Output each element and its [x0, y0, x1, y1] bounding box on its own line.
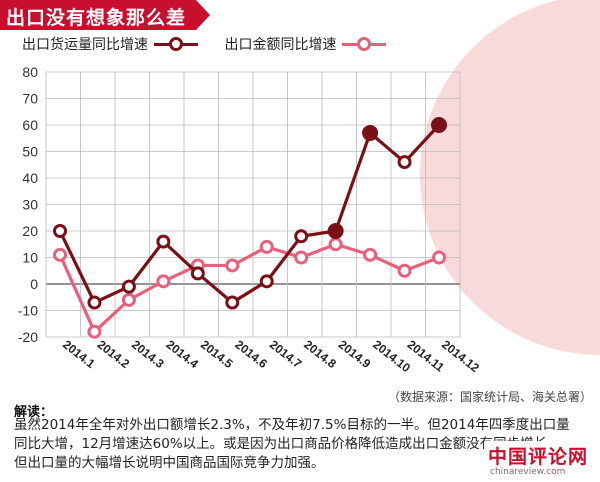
data-point-volume — [87, 295, 102, 310]
data-point-value — [156, 274, 171, 289]
chart-title: 出口没有想象那么差 — [6, 7, 187, 29]
x-tick-label: 2014.3 — [129, 337, 167, 371]
x-tick-label: 2014.10 — [370, 337, 413, 375]
x-tick-label: 2014.7 — [267, 337, 305, 371]
y-tick-label: 30 — [22, 197, 38, 213]
x-tick-label: 2014.12 — [439, 337, 482, 375]
x-tick-label: 2014.1 — [60, 337, 98, 371]
legend-label-volume: 出口货运量同比增速 — [22, 37, 148, 53]
data-point-value — [225, 258, 240, 273]
data-source: （数据来源：国家统计局、海关总署） — [388, 390, 593, 404]
site-logo: 中国评论网 chinareview.com — [484, 441, 600, 482]
data-point-value — [53, 247, 67, 262]
legend-label-value: 出口金额同比增速 — [224, 37, 337, 53]
y-tick-label: 0 — [30, 276, 38, 292]
data-point-volume — [156, 234, 171, 249]
data-point-value — [87, 324, 102, 339]
data-point-volume — [362, 124, 379, 141]
chart-legend: 出口货运量同比增速 出口金额同比增速 — [22, 34, 408, 54]
title-banner: 出口没有想象那么差 — [0, 0, 212, 30]
legend-marker-volume — [154, 37, 198, 51]
data-point-volume — [327, 223, 344, 239]
data-point-volume — [225, 295, 240, 310]
x-tick-label: 2014.5 — [198, 337, 236, 371]
x-tick-label: 2014.4 — [164, 337, 202, 371]
data-point-value — [121, 292, 136, 307]
data-point-value — [397, 263, 412, 278]
data-point-volume — [294, 229, 309, 244]
x-tick-label: 2014.8 — [301, 337, 339, 371]
x-tick-label: 2014.2 — [95, 337, 133, 371]
y-tick-label: 70 — [22, 91, 38, 107]
data-point-value — [259, 239, 274, 254]
title-banner-shape — [0, 0, 210, 30]
decorative-pink-circle — [420, 0, 600, 355]
x-tick-label: 2014.11 — [405, 337, 448, 375]
data-point-volume — [53, 224, 67, 238]
y-tick-label: 60 — [22, 117, 38, 133]
explanation-text: 虽然2014年全年对外出口额增长2.3%，不及年初7.5%目标的一半。但2014… — [14, 417, 570, 471]
logo-text: 中国评论网 — [488, 446, 589, 468]
y-tick-label: 40 — [22, 170, 38, 186]
data-point-volume — [190, 266, 205, 281]
data-point-volume — [121, 279, 136, 294]
y-tick-label: 80 — [22, 64, 38, 80]
data-point-value — [328, 237, 343, 252]
legend-item-value: 出口金额同比增速 — [224, 34, 387, 54]
legend-item-volume: 出口货运量同比增速 — [22, 34, 198, 54]
data-point-value — [432, 250, 446, 265]
data-point-volume — [397, 155, 412, 170]
data-point-value — [294, 250, 309, 265]
explanation-label: 解读： — [14, 405, 54, 420]
x-tick-label: 2014.6 — [232, 337, 270, 371]
y-tick-label: -10 — [18, 303, 38, 319]
logo-url: chinareview.com — [490, 467, 566, 477]
y-tick-label: 50 — [22, 144, 38, 160]
y-tick-label: 20 — [22, 223, 38, 239]
legend-marker-value — [342, 37, 387, 51]
data-point-value — [363, 247, 378, 262]
data-point-volume — [431, 117, 447, 133]
y-tick-label: -20 — [18, 329, 38, 345]
y-tick-label: 10 — [22, 250, 38, 266]
x-tick-label: 2014.9 — [336, 337, 374, 371]
data-point-volume — [259, 274, 274, 289]
